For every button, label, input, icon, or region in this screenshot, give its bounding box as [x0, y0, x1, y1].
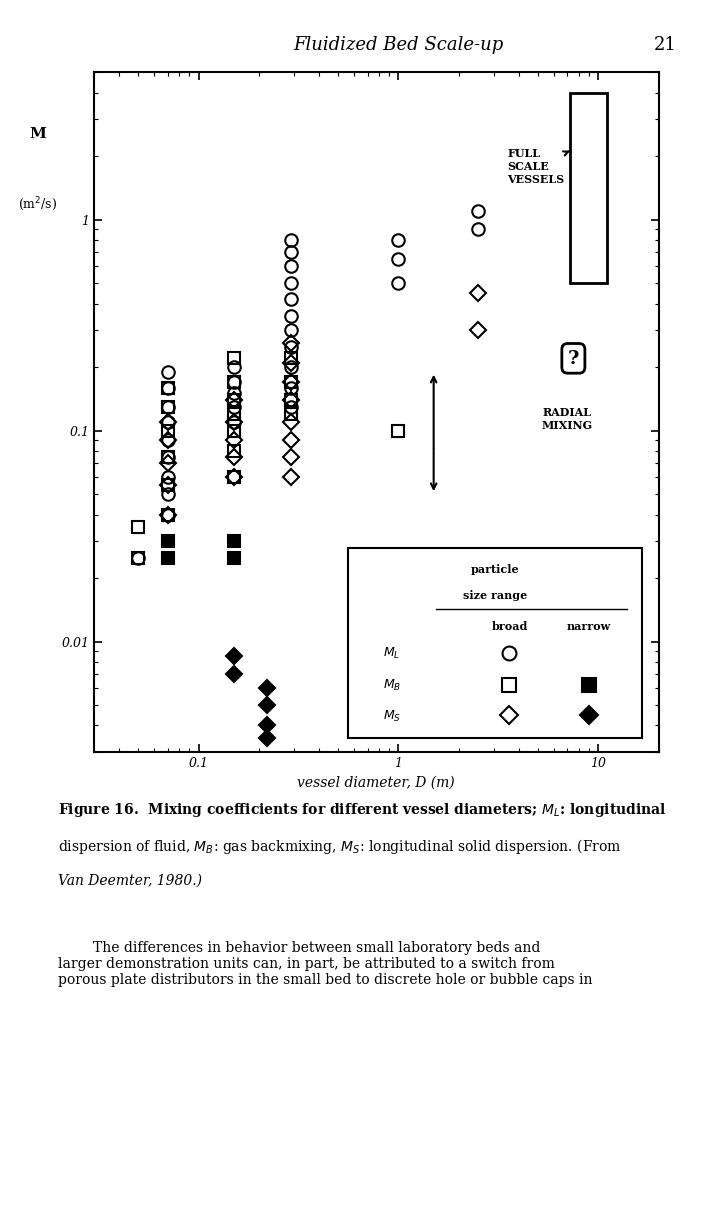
Text: ?: ? — [567, 349, 578, 368]
Text: Fluidized Bed Scale-up: Fluidized Bed Scale-up — [293, 36, 502, 55]
Text: 21: 21 — [654, 36, 677, 55]
Text: RADIAL
MIXING: RADIAL MIXING — [542, 406, 592, 431]
Text: (m$^2$/s): (m$^2$/s) — [18, 195, 57, 212]
Text: dispersion of fluid, $M_B$: gas backmixing, $M_S$: longitudinal solid dispersion: dispersion of fluid, $M_B$: gas backmixi… — [58, 837, 621, 856]
Text: Van Deemter, 1980.): Van Deemter, 1980.) — [58, 873, 202, 888]
Text: FULL
SCALE
VESSELS: FULL SCALE VESSELS — [507, 148, 569, 184]
Text: The differences in behavior between small laboratory beds and
larger demonstrati: The differences in behavior between smal… — [58, 940, 592, 986]
Text: M: M — [29, 127, 46, 141]
X-axis label: vessel diameter, D (m): vessel diameter, D (m) — [297, 775, 455, 790]
Bar — [570, 93, 607, 284]
Text: Figure 16.  Mixing coefficients for different vessel diameters; $M_L$: longitudi: Figure 16. Mixing coefficients for diffe… — [58, 801, 666, 819]
